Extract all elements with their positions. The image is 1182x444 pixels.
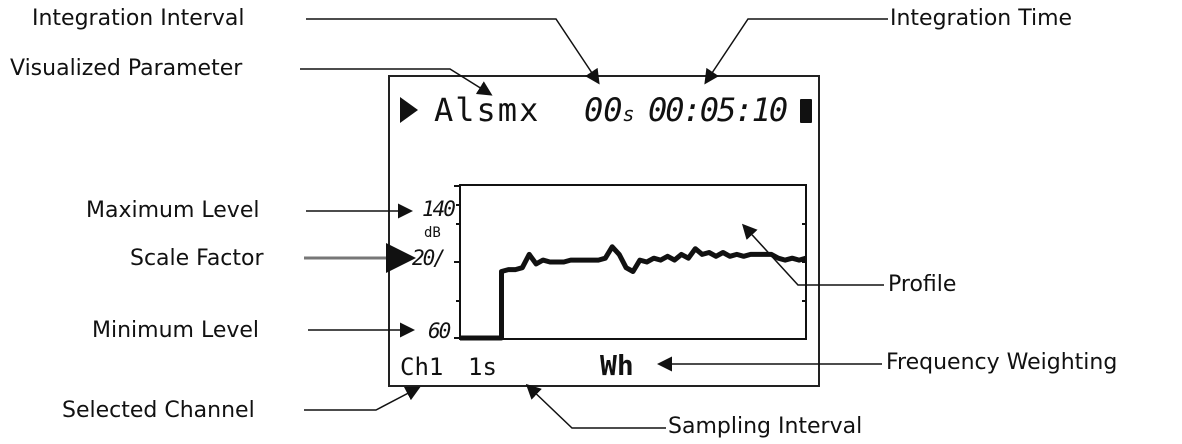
sampling-value: 1s xyxy=(468,353,497,381)
interval-number: 00 xyxy=(584,91,623,129)
integration-time-label: Integration Time xyxy=(890,6,1073,31)
sampling-interval-label: Sampling Interval xyxy=(668,414,863,439)
max-level-value: 140 xyxy=(422,197,456,221)
parameter-value: Alsmx xyxy=(434,91,541,129)
selected-channel-label: Selected Channel xyxy=(62,398,255,423)
integration-interval-label: Integration Interval xyxy=(32,6,245,31)
min-level-value: 60 xyxy=(428,319,451,343)
battery-icon xyxy=(800,99,812,123)
integration-interval-leader xyxy=(306,18,600,85)
play-icon xyxy=(400,97,418,123)
selected-channel-leader xyxy=(304,386,421,411)
scale-factor-value: 20/ xyxy=(412,246,446,270)
visualized-parameter-label: Visualized Parameter xyxy=(10,56,243,81)
channel-value: Ch1 xyxy=(400,353,444,381)
minimum-level-label: Minimum Level xyxy=(92,318,260,343)
visualized-parameter-leader xyxy=(300,68,493,96)
right-ticks xyxy=(802,223,806,302)
scale-factor-label: Scale Factor xyxy=(130,246,264,271)
profile-label: Profile xyxy=(888,272,957,297)
frequency-weighting-label: Frequency Weighting xyxy=(886,350,1118,375)
interval-unit: s xyxy=(622,102,635,126)
left-ticks xyxy=(454,185,460,339)
integration-time-leader xyxy=(704,18,888,85)
unit-label: dB xyxy=(424,225,441,241)
maximum-level-label: Maximum Level xyxy=(86,198,260,223)
weighting-value: Wh xyxy=(600,349,634,382)
integration-time-value: 00:05:10 xyxy=(648,91,788,129)
profile-plot xyxy=(454,184,807,341)
sampling-interval-leader xyxy=(525,383,666,429)
integration-interval-value: 00s xyxy=(584,91,635,129)
profile-line xyxy=(460,244,807,341)
profile-leader xyxy=(741,223,884,286)
